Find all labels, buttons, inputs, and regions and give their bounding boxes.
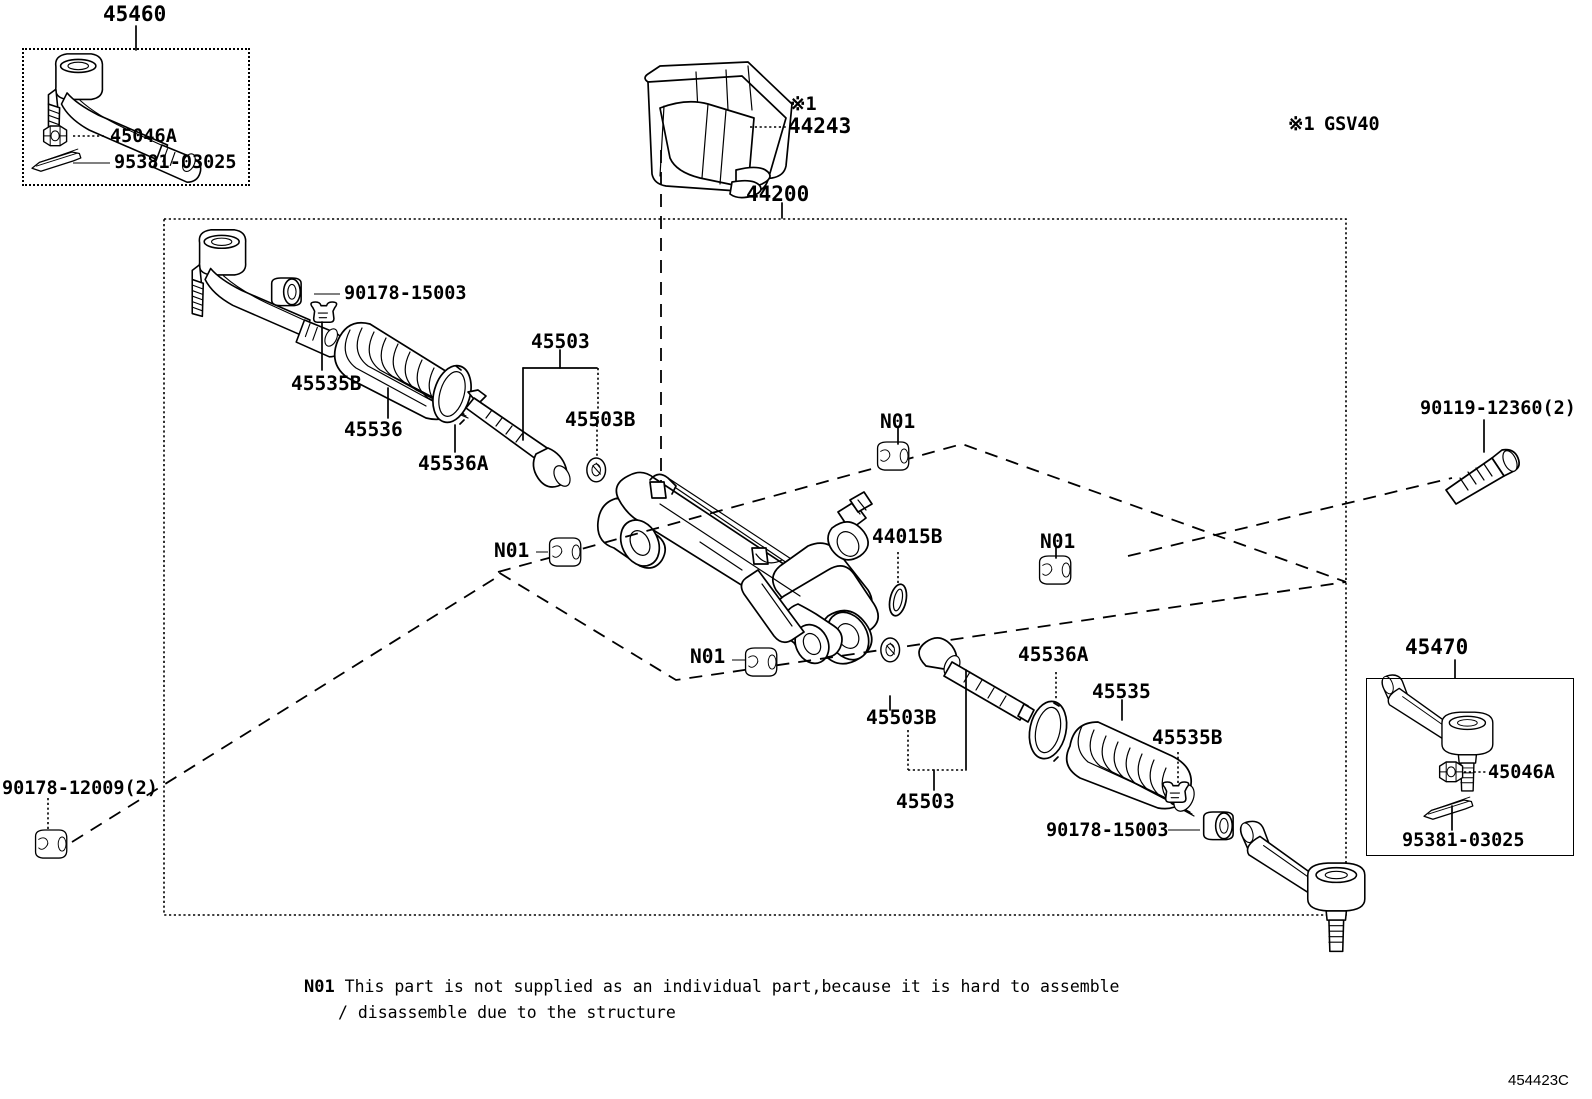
- footnote-line-2-wrap: / disassemble due to the structure: [338, 1003, 676, 1022]
- label-45536: 45536: [344, 418, 403, 441]
- label-45503-left: 45503: [531, 330, 590, 353]
- label-N01-upper: N01: [880, 410, 916, 433]
- label-45535B-left: 45535B: [291, 372, 362, 395]
- label-45536A-right: 45536A: [1018, 643, 1089, 666]
- label-N01-right: N01: [1040, 530, 1076, 553]
- label-45046A-left: 45046A: [110, 126, 177, 147]
- label-44200: 44200: [746, 182, 810, 206]
- right-kit-frame: [1366, 678, 1574, 856]
- label-45535: 45535: [1092, 680, 1151, 703]
- footnote-line-1: This part is not supplied as an individu…: [344, 977, 1120, 996]
- label-N01-left: N01: [494, 539, 530, 562]
- label-95381-03025-right: 95381-03025: [1402, 830, 1525, 851]
- label-45460: 45460: [103, 2, 167, 26]
- label-90119-12360: 90119-12360(2): [1420, 398, 1576, 419]
- label-45046A-right: 45046A: [1488, 762, 1555, 783]
- label-95381-03025-left: 95381-03025: [114, 152, 237, 173]
- footnote: N01 This part is not supplied as an indi…: [304, 977, 1120, 997]
- label-mark-1-44243: ※1: [790, 94, 817, 115]
- left-kit-frame: [22, 48, 250, 186]
- label-90178-15003-right: 90178-15003: [1046, 820, 1169, 841]
- label-45503B-right: 45503B: [866, 706, 937, 729]
- label-45535B-right: 45535B: [1152, 726, 1223, 749]
- label-45503-right: 45503: [896, 790, 955, 813]
- label-45470: 45470: [1405, 635, 1469, 659]
- label-90178-15003-left: 90178-15003: [344, 283, 467, 304]
- label-45503B-left: 45503B: [565, 408, 636, 431]
- footnote-line-2: / disassemble due to the structure: [338, 1003, 676, 1022]
- legend-gsv40: GSV40: [1324, 114, 1380, 135]
- label-44243: 44243: [788, 114, 852, 138]
- label-90178-12009: 90178-12009(2): [2, 778, 158, 799]
- label-45536A-left: 45536A: [418, 452, 489, 475]
- drawing-code: 454423C: [1508, 1072, 1569, 1089]
- label-44015B: 44015B: [872, 525, 943, 548]
- legend-mark-1: ※1: [1288, 114, 1315, 135]
- footnote-marker: N01: [304, 977, 335, 997]
- label-N01-lower: N01: [690, 645, 726, 668]
